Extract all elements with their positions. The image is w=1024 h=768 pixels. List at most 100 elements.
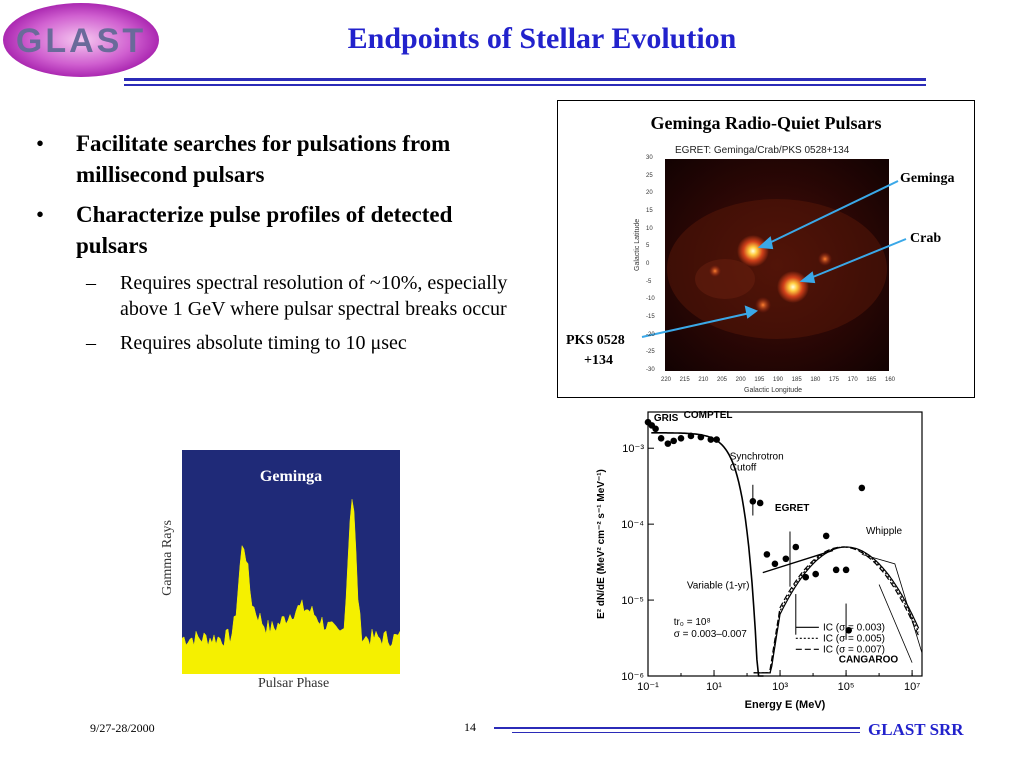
annotation-whipple: Whipple [866,526,903,537]
annotation-variable: Variable (1-yr) [687,581,750,592]
ic-curve-0007 [753,546,920,674]
data-point [677,435,685,442]
synchrotron-curve [651,432,764,677]
y-tick-label: 10 [646,225,653,232]
pulse-profile-figure: Geminga Gamma Rays Pulsar Phase [158,450,402,694]
data-point [792,543,800,551]
y-tick-label: 10⁻³ [622,443,644,455]
data-point [664,440,672,447]
y-tick-label: 30 [646,155,653,161]
x-tick-label: 185 [791,377,802,383]
data-point [822,532,830,540]
annotation-gris: GRIS [654,413,679,424]
data-point [845,626,852,634]
data-point [782,555,790,563]
data-point [812,570,819,578]
data-point [697,433,705,441]
y-tick-label: -30 [646,367,655,373]
variable-line [762,549,834,574]
y-tick-label: 10⁻⁴ [621,519,644,531]
x-tick-label: 10³ [772,681,788,693]
sed-svg: 10⁻¹ 10¹ 10³ 10⁵ 10⁷ 10⁻³ 10⁻⁴ 10⁻⁵ 10⁻⁶ Energy E… [596,410,923,711]
annotation-synchrotron: Synchrotron [730,452,784,463]
x-tick-label: 10⁻¹ [637,681,659,693]
sky-map [665,159,889,371]
x-tick-label: 210 [698,377,709,383]
x-tick-label: 10⁷ [904,681,920,693]
y-axis-label: E² dN/dE (MeV² cm⁻² s⁻¹ MeV⁻¹) [596,469,607,619]
annotation-egret: EGRET [775,503,809,514]
x-tick-label: 205 [717,377,728,383]
whipple-limit [861,553,923,654]
data-point [832,566,840,574]
data-point [652,425,659,433]
label-crab: Crab [910,231,942,246]
y-axis-label: Gamma Rays [160,520,175,596]
arrow-layer [641,180,907,338]
pulse-histogram [182,499,400,674]
data-point [858,484,866,492]
x-tick-label: 165 [866,377,877,383]
cangaroo-limit [878,584,913,663]
footer-date: 9/27-28/2000 [90,721,155,735]
annotation-comptel: COMPTEL [684,410,733,421]
legend-entry: IC (σ = 0.005) [823,633,885,644]
pks-arrow [641,312,751,338]
legend-entry: IC (σ = 0.003) [823,622,885,633]
data-point [713,436,720,443]
geminga-figure: Geminga Radio-Quiet Pulsars EGRET: Gemin… [557,100,975,398]
annotation-sigma-range: σ = 0.003–0.007 [674,629,748,640]
y-tick-label: 10⁻⁶ [621,671,644,683]
x-tick-label: 190 [773,377,784,383]
bullet-item: Characterize pulse profiles of detected … [34,199,524,261]
x-tick-label: 220 [661,377,672,383]
data-point [707,436,715,443]
legend-entry: IC (σ = 0.007) [823,644,885,655]
crab-arrow [807,238,907,280]
logo-text: GLAST [16,22,146,60]
data-point [763,551,771,558]
sub-bullet-item: Requires absolute timing to 10 μsec [34,330,524,356]
y-tick-label: 0 [646,261,650,267]
y-tick-label: -25 [646,349,655,356]
footer-org: GLAST SRR [868,720,964,739]
y-tick-label: -20 [646,331,655,338]
y-tick-label: 25 [646,172,653,179]
label-pks-line2: +134 [584,353,613,368]
x-tick-label: 180 [810,377,821,383]
data-point [802,573,810,581]
y-tick-label: 5 [646,243,650,250]
sub-bullet-item: Requires spectral resolution of ~10%, es… [34,270,524,322]
x-tick-label: 10¹ [706,681,722,693]
data-point [771,560,779,568]
x-tick-label: 200 [735,377,746,383]
figure-title: Geminga Radio-Quiet Pulsars [650,113,882,133]
page-number: 14 [464,720,476,734]
plot-title: EGRET: Geminga/Crab/PKS 0528+134 [675,145,850,156]
x-tick-label: 195 [754,377,765,383]
glast-logo: GLAST [2,2,160,78]
y-tick-label: -10 [646,296,655,303]
label-pks-line1: PKS 0528 [566,333,625,348]
data-point [756,499,764,507]
pks-source [755,297,771,313]
annotation-cutoff: Cutoff [730,463,757,474]
x-tick-label: 10⁵ [838,681,855,693]
title-underline [124,78,926,86]
crab-source [777,271,809,303]
bullet-list: Facilitate searches for pulsations from … [34,128,524,364]
annotation-tr: tr₀ = 10⁸ [674,617,711,628]
pulse-plot: Geminga [182,450,400,674]
sed-chart: 10⁻¹ 10¹ 10³ 10⁵ 10⁷ 10⁻³ 10⁻⁴ 10⁻⁵ 10⁻⁶ Energy E… [586,408,926,714]
y-tick-label: -5 [646,278,652,285]
bullet-item: Facilitate searches for pulsations from … [34,128,524,190]
x-axis-label: Energy E (MeV) [745,699,826,711]
x-tick-label: 215 [679,377,690,383]
y-tick-label: 15 [646,208,653,214]
pulse-plot-label: Geminga [259,468,323,485]
x-tick-label: 160 [885,377,896,383]
plot-frame [647,411,923,677]
data-point [687,432,695,440]
data-point [657,435,665,442]
x-tick-label: 170 [847,377,858,383]
